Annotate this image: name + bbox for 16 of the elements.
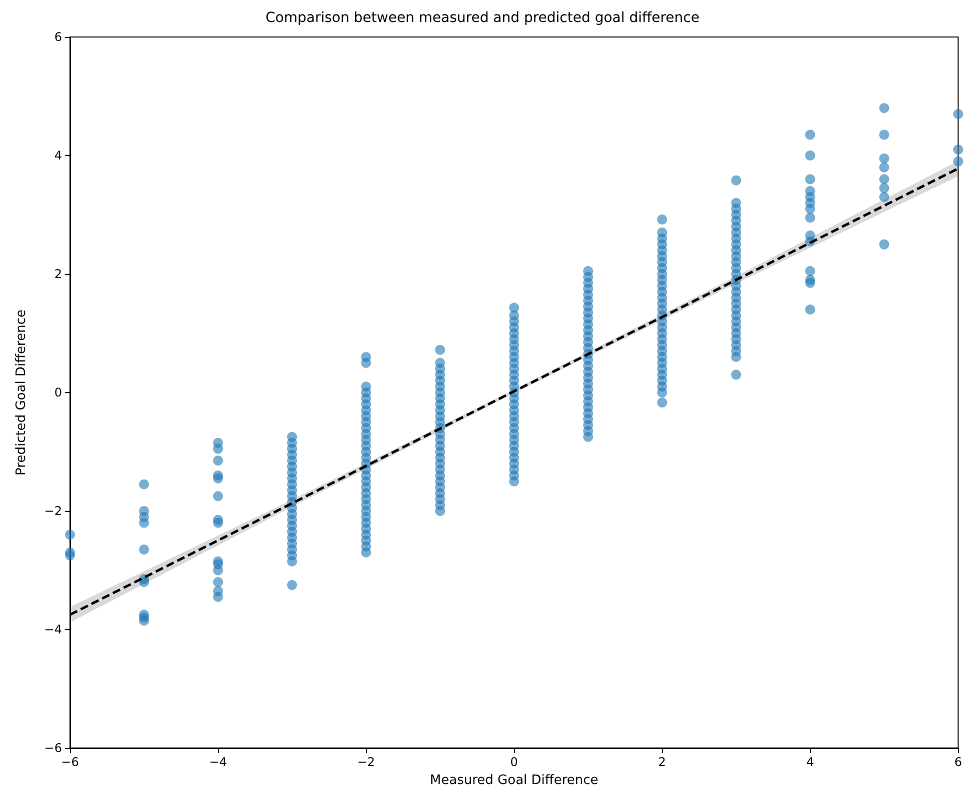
x-tick-label: 0: [510, 755, 518, 769]
x-axis-title: Measured Goal Difference: [430, 773, 598, 788]
chart-title: Comparison between measured and predicted goal difference: [266, 10, 700, 26]
x-tick-label: −2: [357, 755, 375, 769]
y-axis-title: Predicted Goal Difference: [14, 310, 29, 476]
y-tick-label: −6: [44, 741, 62, 755]
y-tick-label: 4: [54, 148, 62, 162]
y-tick-label: 2: [54, 267, 62, 281]
x-tick-label: 2: [658, 755, 666, 769]
y-tick-label: −2: [44, 504, 62, 518]
y-tick-label: −4: [44, 622, 62, 636]
y-tick-label: 6: [54, 30, 62, 44]
x-tick-label: −4: [209, 755, 227, 769]
x-tick-label: 6: [954, 755, 962, 769]
x-tick-label: 4: [806, 755, 814, 769]
y-tick-label: 0: [54, 386, 62, 400]
